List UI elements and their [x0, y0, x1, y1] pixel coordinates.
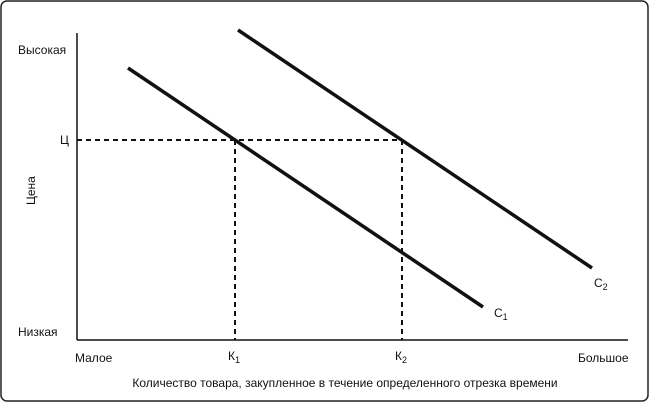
- label-base: С: [494, 306, 503, 320]
- y-high: Высокая: [18, 43, 66, 57]
- curve-label-1: С1: [494, 306, 508, 322]
- x-title: Количество товара, закупленное в течение…: [132, 376, 557, 390]
- label-base: С: [594, 276, 603, 290]
- label-sub: 2: [402, 355, 407, 365]
- x-high: Большое: [578, 351, 629, 365]
- x-low: Малое: [75, 351, 113, 365]
- y-price: Ц: [60, 133, 69, 147]
- label-sub: 1: [235, 355, 240, 365]
- label-sub: 2: [603, 282, 608, 292]
- y-title: Цена: [24, 176, 38, 205]
- x-k2: К2: [395, 349, 407, 365]
- curve-label-2: С2: [594, 276, 608, 292]
- y-low: Низкая: [18, 325, 58, 339]
- label-base: К: [395, 349, 402, 363]
- label-sub: 1: [503, 312, 508, 322]
- demand-curve-1: [127, 66, 484, 309]
- demand-curve-2: [237, 28, 593, 270]
- x-k1: К1: [228, 349, 240, 365]
- label-base: К: [228, 349, 235, 363]
